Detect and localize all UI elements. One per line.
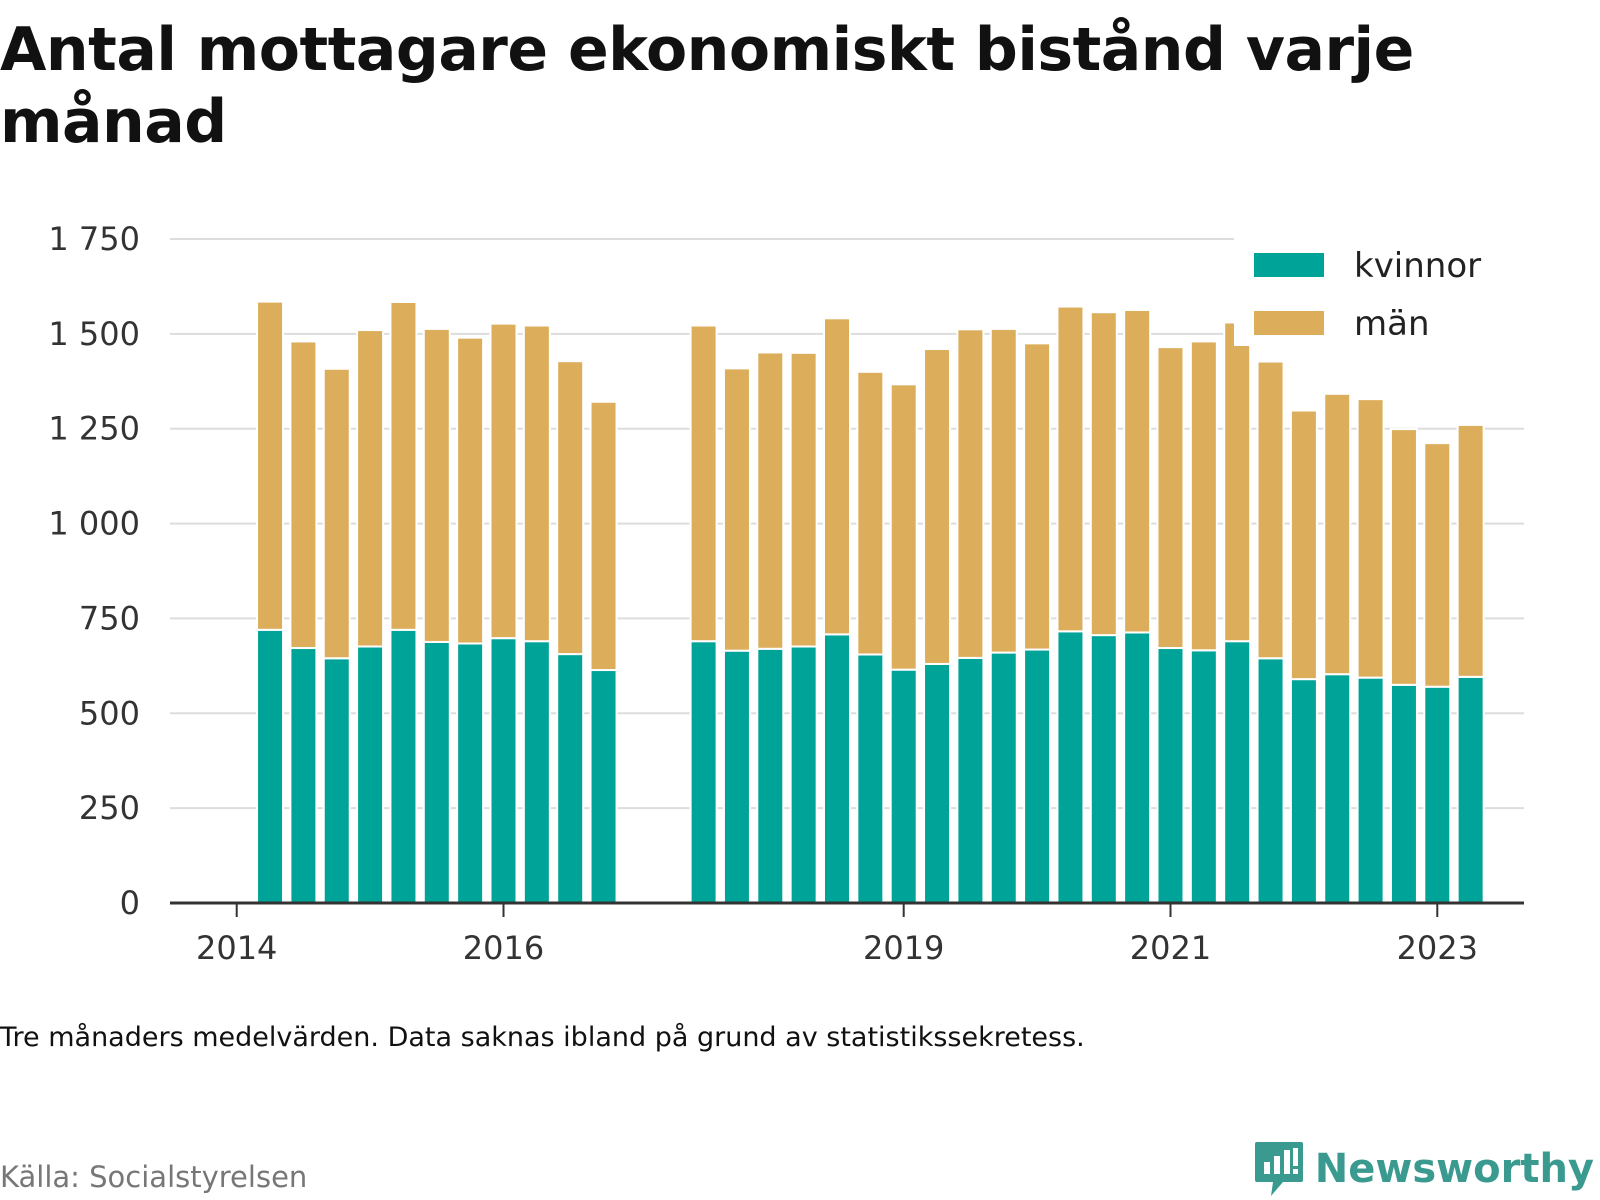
bar-man	[789, 351, 818, 648]
source-text: Källa: Socialstyrelsen	[0, 1160, 308, 1194]
bar-man	[589, 400, 618, 672]
bar-man	[1389, 428, 1418, 686]
legend-swatch-kvinnor	[1254, 253, 1324, 277]
bar-man	[1056, 305, 1085, 633]
bar-kvinnor	[422, 640, 451, 904]
bar-man	[689, 324, 718, 643]
bar-kvinnor	[456, 642, 485, 905]
bar-man	[522, 324, 551, 643]
bar-man	[1156, 346, 1185, 650]
y-tick-label: 500	[79, 694, 140, 732]
legend-label-man: män	[1354, 304, 1430, 344]
bar-kvinnor	[1456, 675, 1485, 905]
bar-kvinnor	[923, 662, 952, 905]
bar-man	[856, 370, 885, 656]
bar-man	[322, 367, 351, 660]
bar-kvinnor	[1423, 685, 1452, 904]
chart-title: Antal mottagare ekonomiskt bistånd varje…	[0, 15, 1414, 157]
bar-kvinnor	[1323, 673, 1352, 905]
bar-kvinnor	[1356, 676, 1385, 905]
bar-kvinnor	[1123, 631, 1152, 904]
bar-man	[923, 348, 952, 665]
bar-man	[1223, 321, 1252, 643]
x-tick-label: 2016	[463, 929, 544, 967]
bar-kvinnor	[889, 668, 918, 904]
legend-label-kvinnor: kvinnor	[1354, 246, 1481, 286]
bar-kvinnor	[556, 653, 585, 904]
y-tick-label: 0	[120, 884, 140, 922]
newsworthy-logo-icon	[1254, 1142, 1303, 1196]
bar-kvinnor	[1089, 634, 1118, 904]
bar-kvinnor	[856, 653, 885, 905]
bar-man	[889, 383, 918, 671]
bar-kvinnor	[989, 651, 1018, 904]
x-axis: 2014 2016 2019 2021 2023	[170, 901, 1524, 967]
bar-man	[989, 327, 1018, 654]
bar-man	[1189, 340, 1218, 652]
bar-man	[289, 340, 318, 650]
bar-kvinnor	[1389, 683, 1418, 904]
bar-man	[1023, 342, 1052, 651]
y-axis: 0 250 500 750 1 000 1 250 1 500 1 750	[48, 220, 140, 922]
bar-man	[1423, 442, 1452, 688]
bar-man	[1323, 392, 1352, 676]
bar-kvinnor	[1256, 657, 1285, 904]
y-tick-label: 750	[79, 599, 140, 637]
bar-man	[456, 336, 485, 645]
bar-kvinnor	[1223, 640, 1252, 904]
bar-kvinnor	[1156, 647, 1185, 904]
bar-man	[822, 317, 851, 636]
bar-man	[1356, 398, 1385, 679]
brand-logo: Newsworthy	[1253, 1140, 1594, 1198]
y-tick-label: 1 750	[48, 220, 140, 258]
bar-kvinnor	[822, 633, 851, 904]
bar-man	[1456, 423, 1485, 678]
bar-kvinnor	[1289, 678, 1318, 904]
bars	[256, 300, 1485, 905]
bar-kvinnor	[756, 647, 785, 904]
bar-man	[256, 300, 285, 631]
bar-man	[489, 322, 518, 640]
x-tick-label: 2023	[1397, 929, 1478, 967]
x-tick-label: 2021	[1130, 929, 1211, 967]
brand-name: Newsworthy	[1314, 1146, 1594, 1192]
bar-kvinnor	[722, 649, 751, 904]
chart-note: Tre månaders medelvärden. Data saknas ib…	[0, 1022, 1085, 1053]
x-tick-label: 2019	[863, 929, 944, 967]
bar-kvinnor	[789, 645, 818, 904]
legend-swatch-man	[1254, 311, 1324, 335]
bar-kvinnor	[256, 628, 285, 904]
bar-man	[722, 367, 751, 652]
bar-man	[1123, 308, 1152, 634]
y-tick-label: 1 250	[48, 410, 140, 448]
bar-kvinnor	[522, 640, 551, 904]
y-tick-label: 1 500	[48, 315, 140, 353]
legend: kvinnor män	[1234, 238, 1524, 346]
bar-kvinnor	[1189, 649, 1218, 905]
bar-man	[1089, 311, 1118, 637]
bar-kvinnor	[356, 645, 385, 904]
bar-man	[356, 329, 385, 648]
bar-kvinnor	[289, 647, 318, 904]
bar-man	[1256, 360, 1285, 660]
bar-kvinnor	[689, 640, 718, 904]
bar-kvinnor	[589, 669, 618, 905]
bar-man	[1289, 409, 1318, 681]
bar-kvinnor	[956, 656, 985, 905]
bar-man	[389, 300, 418, 631]
y-tick-label: 250	[79, 789, 140, 827]
y-tick-label: 1 000	[48, 505, 140, 543]
bar-kvinnor	[489, 637, 518, 905]
bar-kvinnor	[389, 628, 418, 904]
bar-man	[422, 327, 451, 643]
bar-kvinnor	[1056, 630, 1085, 905]
bar-man	[956, 328, 985, 659]
bar-man	[556, 360, 585, 656]
bar-man	[756, 351, 785, 650]
bar-kvinnor	[322, 657, 351, 904]
bar-kvinnor	[1023, 648, 1052, 904]
x-tick-label: 2014	[196, 929, 277, 967]
